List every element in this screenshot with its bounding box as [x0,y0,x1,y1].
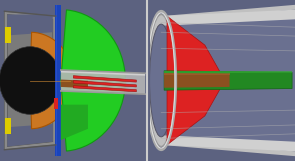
Bar [54,98,58,109]
Polygon shape [167,74,219,145]
Polygon shape [61,80,88,88]
Polygon shape [61,105,88,140]
Polygon shape [73,76,136,82]
Polygon shape [7,14,53,35]
Polygon shape [7,124,53,147]
Circle shape [0,47,61,114]
Polygon shape [161,19,295,142]
Bar [5,118,11,134]
Polygon shape [7,14,53,147]
Polygon shape [164,73,230,88]
Wedge shape [30,32,74,129]
Polygon shape [4,11,56,150]
Polygon shape [161,10,295,151]
Polygon shape [61,70,145,94]
Bar [56,5,57,156]
Ellipse shape [150,24,173,137]
Polygon shape [164,71,292,90]
Wedge shape [61,10,125,151]
Bar [164,73,230,75]
Polygon shape [161,5,295,21]
Bar [55,5,61,156]
Polygon shape [73,80,136,87]
Bar [5,27,11,43]
Polygon shape [167,16,219,87]
Polygon shape [61,70,145,76]
Ellipse shape [148,14,174,147]
Polygon shape [73,86,136,92]
Bar [164,71,292,73]
Polygon shape [161,140,295,156]
